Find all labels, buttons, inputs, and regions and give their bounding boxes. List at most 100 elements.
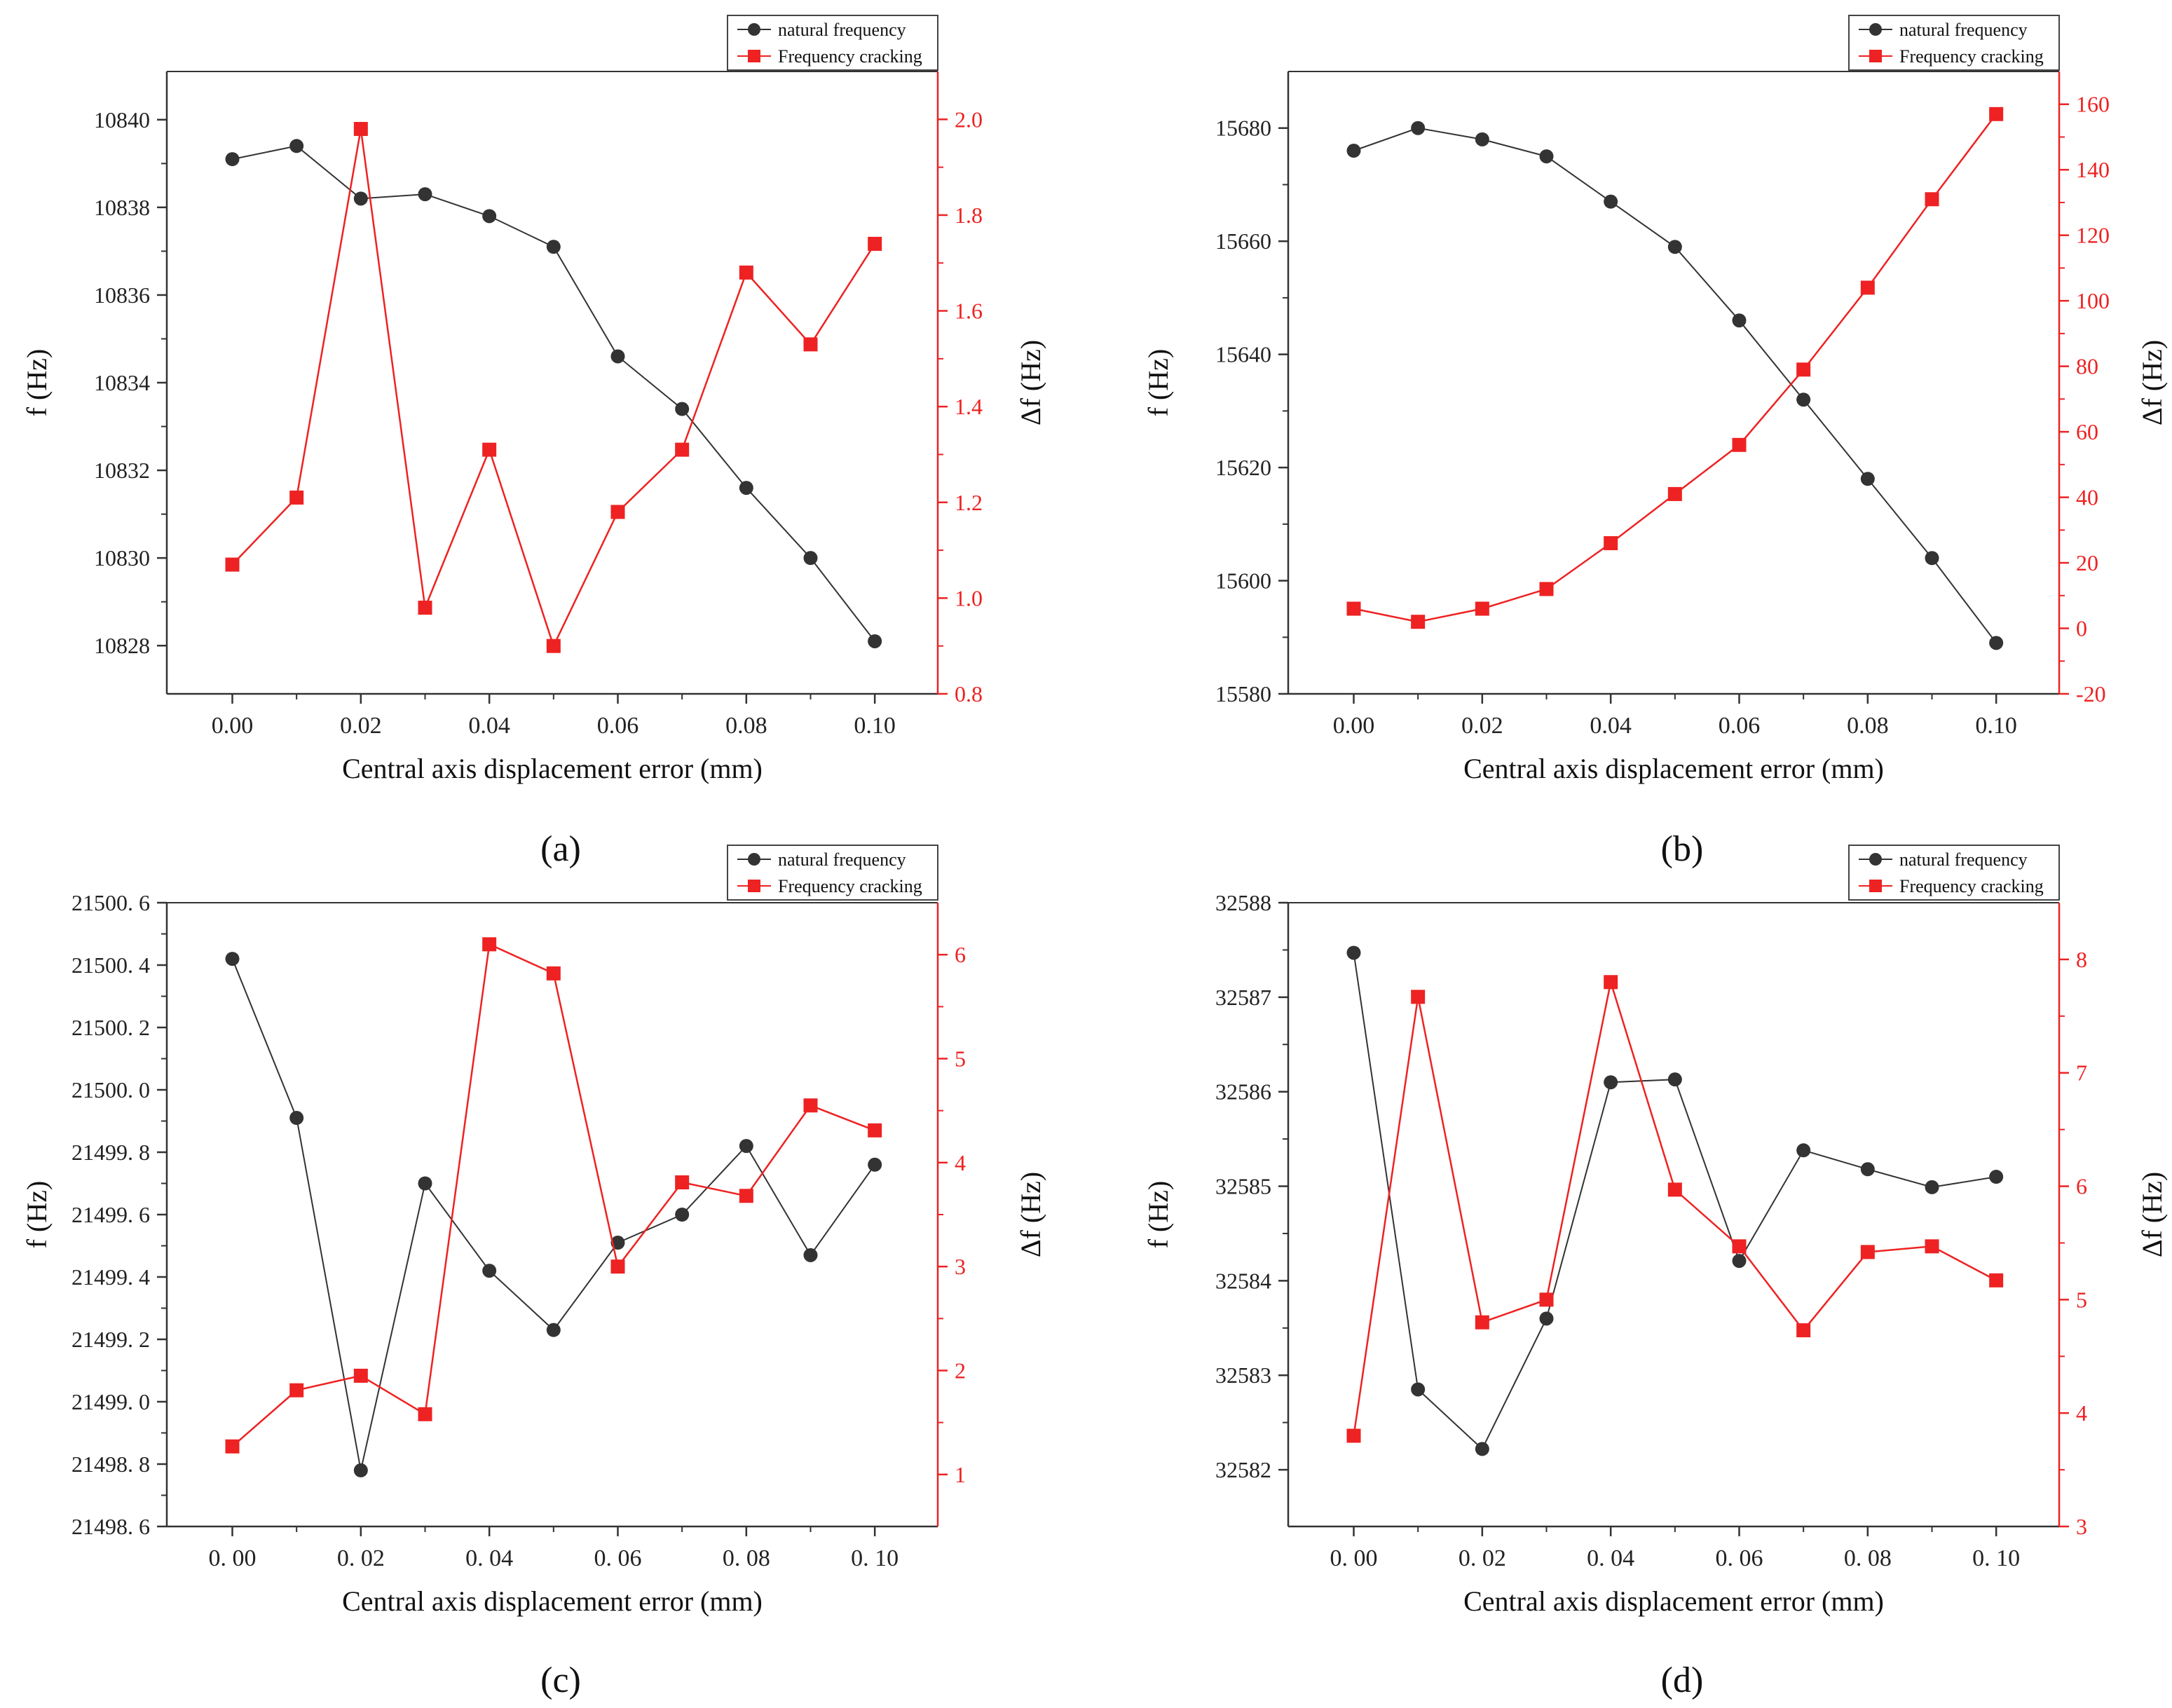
chart-d: 0. 00 0. 02 0. 04 0. 06 0. 08 0. 10 32582 32583… [1142,845,2168,1700]
y-right-axis-label: Δf (Hz) [1015,1172,1046,1257]
data-point-natural-frequency [289,1111,304,1126]
legend-marker-square [1869,50,1882,62]
data-point-natural-frequency [1346,945,1361,960]
x-tick-label: 0. 10 [851,1545,899,1571]
data-point-natural-frequency [1411,121,1426,135]
y-right-tick-label: 80 [2076,354,2098,379]
y-left-axis-label: f (Hz) [1142,1181,1174,1249]
data-point-frequency-cracking [803,1098,818,1113]
y-left-axis-label: f (Hz) [21,1181,53,1249]
x-tick-label: 0. 08 [723,1545,770,1571]
panel-caption: (a) [540,829,581,869]
y-right-tick-label: -20 [2076,681,2106,706]
data-point-frequency-cracking [610,505,625,519]
legend-box [1848,15,2060,71]
y-right-tick-label: 6 [2076,1174,2087,1199]
data-point-frequency-cracking [868,236,882,251]
y-left-tick-label: 10830 [94,545,150,571]
data-point-natural-frequency [675,402,690,416]
data-point-frequency-cracking [610,1259,625,1274]
legend-label: Frequency cracking [778,46,922,67]
y-right-tick-label: 1.8 [955,203,983,228]
legend-marker-circle [748,853,760,866]
y-right-tick-label: 1.0 [955,585,983,610]
data-point-natural-frequency [546,240,561,254]
data-point-natural-frequency [1989,1170,2004,1184]
legend-box [727,15,938,71]
data-point-natural-frequency [803,1248,818,1262]
data-point-frequency-cracking [739,265,753,280]
data-point-frequency-cracking [225,557,240,572]
legend: natural frequency Frequency cracking [727,15,938,71]
data-point-frequency-cracking [803,337,818,352]
data-point-natural-frequency [1539,1311,1554,1326]
y-left-tick-label: 10836 [94,282,150,308]
data-point-natural-frequency [482,1264,497,1278]
data-point-frequency-cracking [289,490,304,505]
legend-label: natural frequency [778,20,906,40]
legend: natural frequency Frequency cracking [1848,845,2060,901]
y-left-tick-label: 21498. 8 [71,1451,150,1477]
data-point-frequency-cracking [1989,107,2004,121]
x-axis-label: Central axis displacement error (mm) [1463,753,1884,784]
x-tick-label: 0. 00 [1330,1545,1378,1571]
data-point-frequency-cracking [1860,280,1875,295]
data-point-frequency-cracking [418,601,432,615]
data-point-frequency-cracking [868,1123,882,1137]
x-tick-label: 0. 10 [1972,1545,2020,1571]
y-right-tick-label: 60 [2076,419,2098,444]
y-right-tick-label: 40 [2076,485,2098,510]
data-point-natural-frequency [418,187,432,202]
data-point-natural-frequency [482,209,497,224]
x-tick-label: 0. 00 [209,1545,257,1571]
y-right-tick-label: 100 [2076,288,2110,313]
legend: natural frequency Frequency cracking [1848,15,2060,71]
data-point-natural-frequency [803,551,818,566]
y-right-tick-label: 0.8 [955,681,983,706]
y-left-tick-label: 15640 [1215,342,1271,367]
legend-marker-square [1869,880,1882,892]
data-point-frequency-cracking [1346,601,1361,616]
series-line-frequency-cracking [1353,981,1997,1436]
data-point-natural-frequency [1732,1254,1747,1269]
series-line-natural-frequency [1353,127,1997,643]
data-point-frequency-cracking [1539,582,1554,596]
data-point-frequency-cracking [546,638,561,653]
y-left-tick-label: 21499. 0 [71,1389,150,1414]
data-point-natural-frequency [868,1157,882,1172]
legend-label: Frequency cracking [1899,46,2044,67]
data-point-natural-frequency [225,952,240,966]
y-right-tick-label: 120 [2076,223,2110,248]
data-point-frequency-cracking [1989,1273,2004,1287]
legend: natural frequency Frequency cracking [727,845,938,901]
y-left-tick-label: 21500. 0 [71,1077,150,1102]
data-point-natural-frequency [868,634,882,648]
data-point-natural-frequency [353,1463,368,1477]
legend-label: natural frequency [1899,20,2028,40]
y-right-axis-label: Δf (Hz) [1015,340,1046,425]
y-left-tick-label: 15600 [1215,568,1271,594]
x-tick-label: 0.04 [1590,713,1632,739]
x-tick-label: 0. 02 [337,1545,385,1571]
x-tick-label: 0.06 [1719,713,1761,739]
legend-label: natural frequency [778,849,906,870]
data-point-natural-frequency [675,1208,690,1222]
data-point-natural-frequency [353,191,368,206]
y-right-tick-label: 4 [955,1150,966,1175]
data-point-natural-frequency [289,139,304,153]
y-right-tick-label: 1 [955,1462,966,1487]
y-left-tick-label: 21499. 4 [71,1264,150,1290]
x-tick-label: 0. 06 [594,1545,642,1571]
data-point-frequency-cracking [1732,437,1747,452]
data-point-natural-frequency [546,1323,561,1337]
x-tick-label: 0.00 [1333,713,1375,739]
series-line-frequency-cracking [231,943,875,1447]
data-point-frequency-cracking [1796,1323,1811,1338]
y-left-tick-label: 32588 [1215,890,1271,915]
data-point-frequency-cracking [546,966,561,981]
data-point-natural-frequency [1732,313,1747,328]
y-right-tick-label: 5 [955,1046,966,1072]
chart-b: 0.00 0.02 0.04 0.06 0.08 0.10 15580 15600 15620 1… [1142,15,2168,869]
panel-caption: (b) [1661,829,1704,869]
